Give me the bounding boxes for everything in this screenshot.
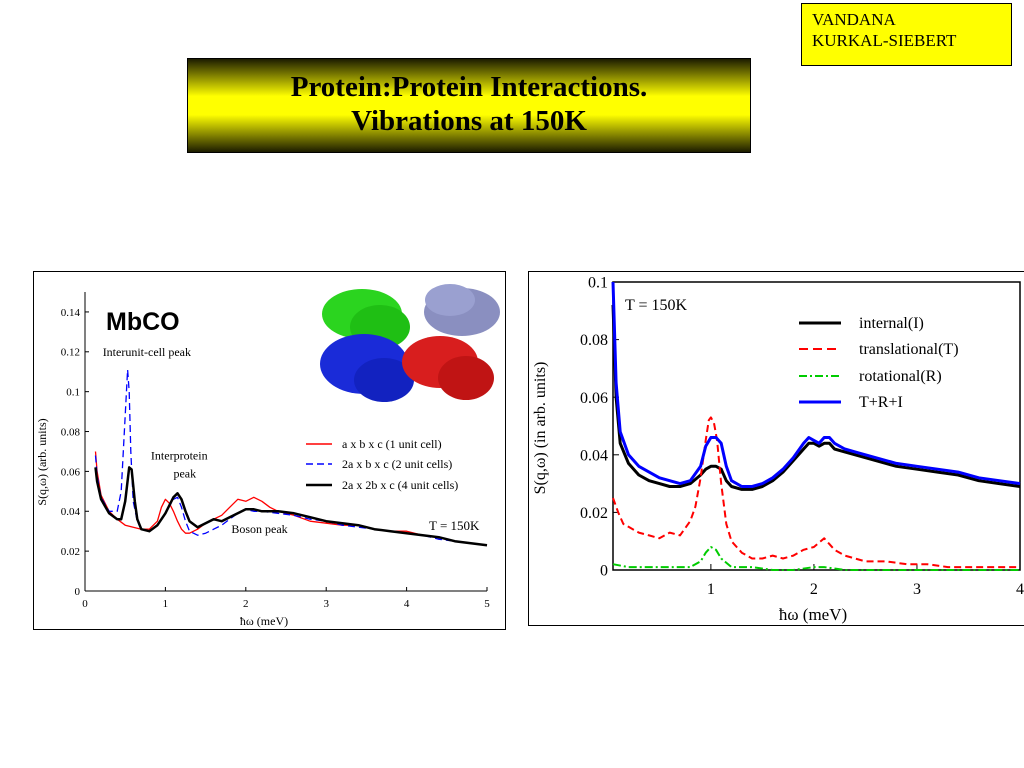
y-tick-label: 0.08 — [61, 426, 81, 438]
slide-title-line-1: Protein:Protein Interactions. — [290, 71, 648, 103]
legend-item-1-unit-cell: a x b x c (1 unit cell) — [342, 437, 442, 451]
y-axis-label: S(q,ω) (arb. units) — [35, 418, 49, 505]
y-tick-label: 0.02 — [61, 546, 80, 558]
x-tick-label: 1 — [163, 598, 169, 610]
y-tick-label: 0.1 — [588, 275, 608, 292]
series-line-3 — [94, 466, 488, 547]
x-tick-label: 4 — [1016, 581, 1024, 598]
temperature-label: T = 150K — [625, 297, 688, 314]
decomposition-chart-panel: T = 150K S(q,ω) (in arb. units) ħω (meV)… — [528, 271, 1024, 626]
plot-area: 1 2 3 4 0 0.02 0.04 0.06 0.08 0.1 — [580, 275, 1024, 598]
decomposition-chart: T = 150K S(q,ω) (in arb. units) ħω (meV)… — [532, 275, 1024, 624]
plot-area: 0 1 2 3 4 5 0 0.02 0.04 0.06 0.08 0.1 0.12 0.14 — [61, 292, 490, 610]
x-axis-label: ħω (meV) — [240, 614, 288, 628]
y-tick-label: 0.06 — [580, 390, 608, 407]
annotation-interprotein: Interprotein — [151, 448, 208, 462]
annotation-peak: peak — [173, 466, 196, 480]
series-line-4 — [611, 281, 1021, 488]
y-tick-label: 0 — [600, 563, 608, 580]
x-tick-label: 3 — [323, 598, 329, 610]
x-tick-label: 4 — [404, 598, 410, 610]
mbco-chart-panel: MbCO T = 150K Interunit-cell peak Interp… — [33, 271, 506, 630]
y-tick-label: 0.02 — [580, 505, 608, 522]
author-last-name: KURKAL-SIEBERT — [812, 31, 957, 50]
y-tick-label: 0.04 — [580, 447, 608, 464]
x-tick-label: 2 — [243, 598, 249, 610]
x-tick-label: 5 — [484, 598, 490, 610]
author-box: VANDANA KURKAL-SIEBERT — [801, 3, 1012, 66]
y-tick-label: 0.14 — [61, 307, 81, 319]
author-first-name: VANDANA — [812, 10, 896, 29]
slide-title-line-2: Vibrations at 150K — [351, 105, 587, 137]
series-line-2 — [612, 416, 1020, 569]
y-tick-label: 0.12 — [61, 347, 80, 359]
temperature-label: T = 150K — [429, 518, 480, 533]
y-tick-label: 0.08 — [580, 332, 608, 349]
legend: internal(I) translational(T) rotational(… — [799, 315, 959, 411]
annotation-interunit-cell-peak: Interunit-cell peak — [103, 345, 191, 359]
annotation-boson-peak: Boson peak — [231, 522, 287, 536]
y-tick-label: 0.04 — [61, 506, 81, 518]
legend-item-total: T+R+I — [859, 394, 903, 411]
y-tick-label: 0.06 — [61, 466, 81, 478]
legend: a x b x c (1 unit cell) 2a x b x c (2 un… — [306, 437, 458, 492]
series-line-1 — [611, 304, 1021, 491]
x-tick-label: 0 — [82, 598, 88, 610]
y-tick-label: 0.1 — [66, 387, 80, 399]
legend-item-rotational: rotational(R) — [859, 368, 942, 385]
legend-item-2-unit-cells: 2a x b x c (2 unit cells) — [342, 457, 452, 471]
x-tick-label: 1 — [707, 581, 715, 598]
y-axis-label: S(q,ω) (in arb. units) — [532, 362, 549, 495]
legend-item-translational: translational(T) — [859, 341, 959, 358]
chart-title: MbCO — [106, 308, 180, 336]
x-tick-label: 2 — [810, 581, 818, 598]
legend-item-internal: internal(I) — [859, 315, 924, 332]
x-axis-label: ħω (meV) — [779, 605, 847, 624]
y-tick-label: 0 — [75, 586, 81, 598]
plot-frame — [612, 281, 1021, 571]
slide-title: Protein:Protein Interactions. Vibrations… — [187, 58, 751, 153]
legend-item-4-unit-cells: 2a x 2b x c (4 unit cells) — [342, 478, 458, 492]
x-tick-label: 3 — [913, 581, 921, 598]
mbco-chart: MbCO T = 150K Interunit-cell peak Interp… — [35, 284, 500, 628]
protein-structure-icon — [320, 284, 500, 402]
